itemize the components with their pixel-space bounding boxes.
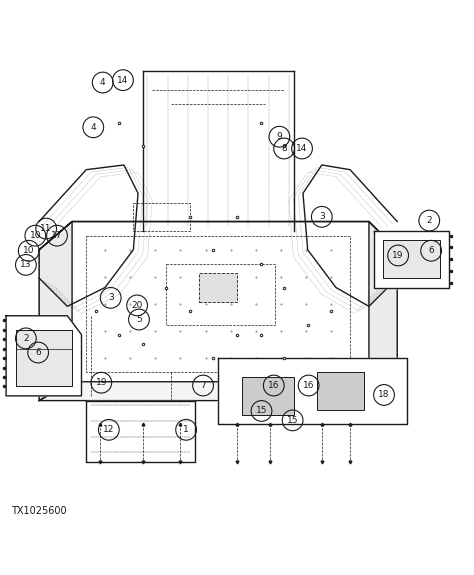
Text: 10: 10 [29, 231, 41, 240]
Text: 9: 9 [276, 132, 283, 141]
Polygon shape [86, 401, 195, 462]
Text: 19: 19 [96, 378, 107, 387]
Text: 11: 11 [40, 224, 52, 233]
Text: 17: 17 [51, 231, 63, 240]
Text: 3: 3 [319, 212, 325, 221]
Text: 2: 2 [23, 334, 29, 343]
Polygon shape [218, 358, 407, 424]
Text: 3: 3 [108, 293, 114, 302]
Text: 6: 6 [428, 246, 434, 255]
Text: 15: 15 [256, 407, 267, 416]
Polygon shape [39, 221, 397, 250]
Text: 2: 2 [427, 216, 432, 225]
Text: 7: 7 [200, 381, 206, 390]
Text: 16: 16 [268, 381, 280, 390]
Text: 16: 16 [303, 381, 314, 390]
Text: 6: 6 [35, 348, 41, 357]
Bar [317, 373, 364, 410]
Text: 15: 15 [287, 416, 298, 425]
Bar [16, 330, 72, 386]
Bar [383, 240, 439, 278]
Text: 13: 13 [20, 260, 32, 269]
Polygon shape [369, 221, 397, 401]
Text: 8: 8 [281, 144, 287, 153]
Text: 1: 1 [183, 426, 189, 434]
Polygon shape [374, 231, 449, 288]
Text: 14: 14 [117, 76, 128, 85]
Text: 12: 12 [103, 426, 115, 434]
Text: 5: 5 [136, 315, 142, 324]
Polygon shape [6, 316, 82, 396]
Text: 20: 20 [131, 301, 143, 310]
Bar [199, 273, 237, 302]
Text: TX1025600: TX1025600 [11, 506, 66, 516]
Bar [242, 377, 293, 415]
Text: 10: 10 [23, 246, 35, 255]
Polygon shape [39, 221, 72, 401]
Text: 4: 4 [91, 123, 96, 132]
Text: 4: 4 [100, 78, 106, 87]
Text: 19: 19 [392, 251, 404, 260]
Text: 14: 14 [296, 144, 308, 153]
Text: 18: 18 [378, 390, 390, 400]
Polygon shape [39, 382, 397, 401]
